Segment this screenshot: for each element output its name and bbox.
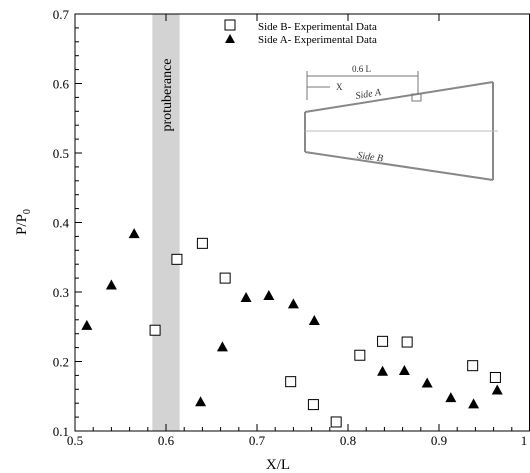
y-axis-title: P/P0 xyxy=(14,209,33,235)
side-b-data-point xyxy=(219,272,231,284)
side-a-data-point xyxy=(491,384,503,395)
side-a-data-point xyxy=(421,377,433,388)
side-b-data-point xyxy=(149,324,161,336)
svg-text:P/P0: P/P0 xyxy=(14,209,33,235)
inset-x-label: X xyxy=(336,82,343,92)
y-tick-label: 0.6 xyxy=(53,77,70,92)
side-a-data-point xyxy=(81,319,93,330)
protuberance-label: protuberance xyxy=(160,58,175,131)
legend-marker-side-a xyxy=(225,34,235,43)
x-tick-label: 1 xyxy=(521,433,528,448)
legend-label-side-b: Side B- Experimental Data xyxy=(258,21,377,33)
legend-label-side-a: Side A- Experimental Data xyxy=(258,34,377,46)
x-tick-label: 0.9 xyxy=(431,433,447,448)
x-axis-ticks: 0.5 0.6 0.7 0.8 0.9 1 xyxy=(67,14,530,448)
side-a-data-point xyxy=(216,341,228,352)
side-b-data-point xyxy=(330,416,342,428)
side-b-data-point xyxy=(377,335,389,347)
side-a-data-point xyxy=(263,289,275,300)
side-b-data-point xyxy=(354,349,366,361)
inset-side-b-label: Side B xyxy=(357,150,384,164)
side-a-data-point xyxy=(240,292,252,303)
y-axis-title-main: P/P xyxy=(14,214,30,235)
inset-geometry-diagram: 0.6 L X Side A Side B xyxy=(300,58,506,181)
y-tick-label: 0.2 xyxy=(53,355,69,370)
side-a-data-point xyxy=(468,398,480,409)
side-b-data-point xyxy=(285,376,297,388)
side-b-data-point xyxy=(307,399,319,411)
legend-marker-side-b xyxy=(224,19,236,31)
side-a-data-point xyxy=(195,396,207,407)
y-axis-title-subscript: 0 xyxy=(22,209,33,214)
side-b-data-point xyxy=(401,336,413,348)
legend: Side B- Experimental Data Side A- Experi… xyxy=(224,19,377,46)
side-b-data-point xyxy=(196,237,208,249)
y-tick-label: 0.4 xyxy=(53,216,70,231)
y-tick-label: 0.7 xyxy=(53,7,70,22)
y-axis-ticks: 0.1 0.2 0.3 0.4 0.5 0.6 0.7 xyxy=(53,7,82,439)
y-tick-label: 0.1 xyxy=(53,424,69,439)
x-tick-label: 0.8 xyxy=(340,433,356,448)
protuberance-band xyxy=(152,14,180,431)
side-b-data-point xyxy=(489,371,501,383)
x-tick-label: 0.6 xyxy=(158,433,175,448)
x-axis-title: X/L xyxy=(266,457,290,473)
side-a-data-point xyxy=(308,314,320,325)
side-a-data-point xyxy=(128,228,140,239)
side-a-data-point xyxy=(445,392,457,403)
y-tick-label: 0.5 xyxy=(53,146,69,161)
inset-dimension-label: 0.6 L xyxy=(352,64,371,74)
x-tick-label: 0.5 xyxy=(67,433,83,448)
x-tick-label: 0.7 xyxy=(249,433,266,448)
y-tick-label: 0.3 xyxy=(53,285,69,300)
inset-side-a-label: Side A xyxy=(355,87,383,102)
data-markers xyxy=(81,228,503,428)
side-a-data-point xyxy=(287,298,299,309)
side-a-data-point xyxy=(398,365,410,376)
side-a-data-point xyxy=(105,279,117,290)
side-b-data-point xyxy=(171,253,183,265)
side-b-data-point xyxy=(467,360,479,372)
side-a-data-point xyxy=(377,365,389,376)
